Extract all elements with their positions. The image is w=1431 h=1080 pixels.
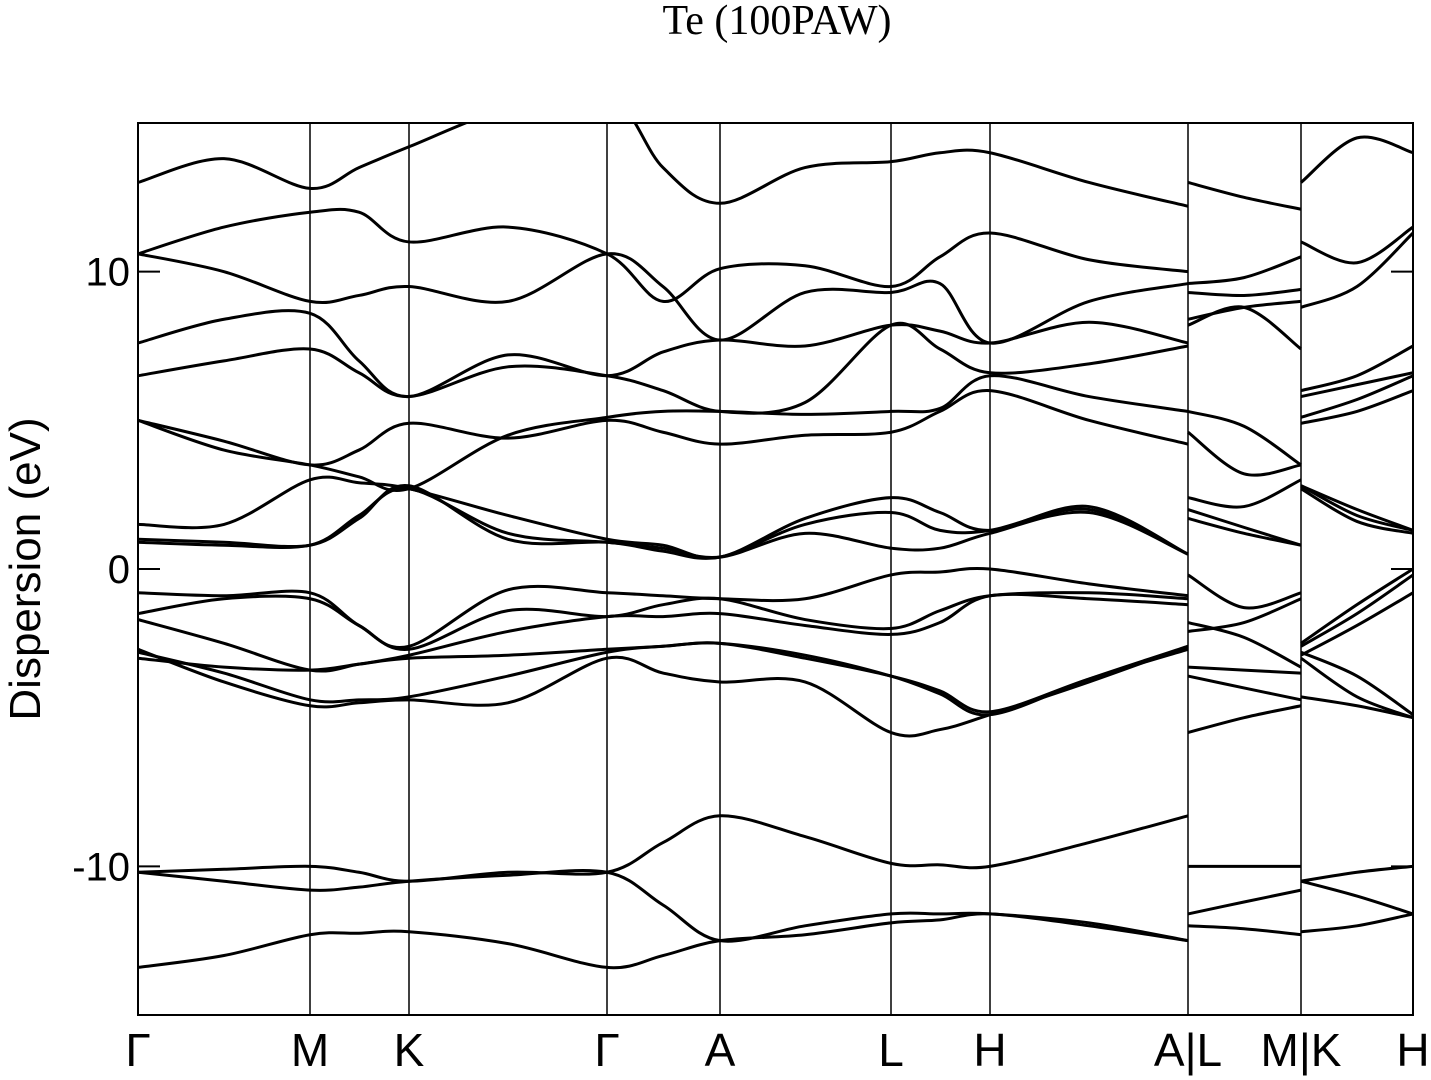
band: [138, 566, 1413, 649]
x-tick-label: A|L: [1154, 1024, 1222, 1076]
x-tick-label: M|K: [1261, 1024, 1342, 1076]
x-tick-label: Γ: [125, 1024, 150, 1076]
band: [138, 573, 1413, 669]
band: [138, 123, 1413, 211]
x-tick-label: M: [291, 1024, 329, 1076]
chart-title: Te (100PAW): [663, 0, 892, 44]
band: [138, 207, 1413, 303]
x-tick-label: A: [705, 1024, 736, 1076]
plot-frame: [137, 122, 1414, 1016]
band: [138, 868, 1413, 943]
band: [138, 231, 1413, 345]
x-tick-label: K: [394, 1024, 425, 1076]
bands: [138, 123, 1413, 970]
x-tick-label: Γ: [594, 1024, 619, 1076]
x-tick-label: H: [973, 1024, 1006, 1076]
x-tick-label: H: [1396, 1024, 1429, 1076]
y-tick-label: 10: [86, 251, 131, 295]
y-tick-label: -10: [72, 845, 130, 889]
y-tick-label: 0: [108, 548, 130, 592]
x-tick-label: L: [878, 1024, 904, 1076]
y-axis-label: Dispersion (eV): [1, 417, 50, 720]
